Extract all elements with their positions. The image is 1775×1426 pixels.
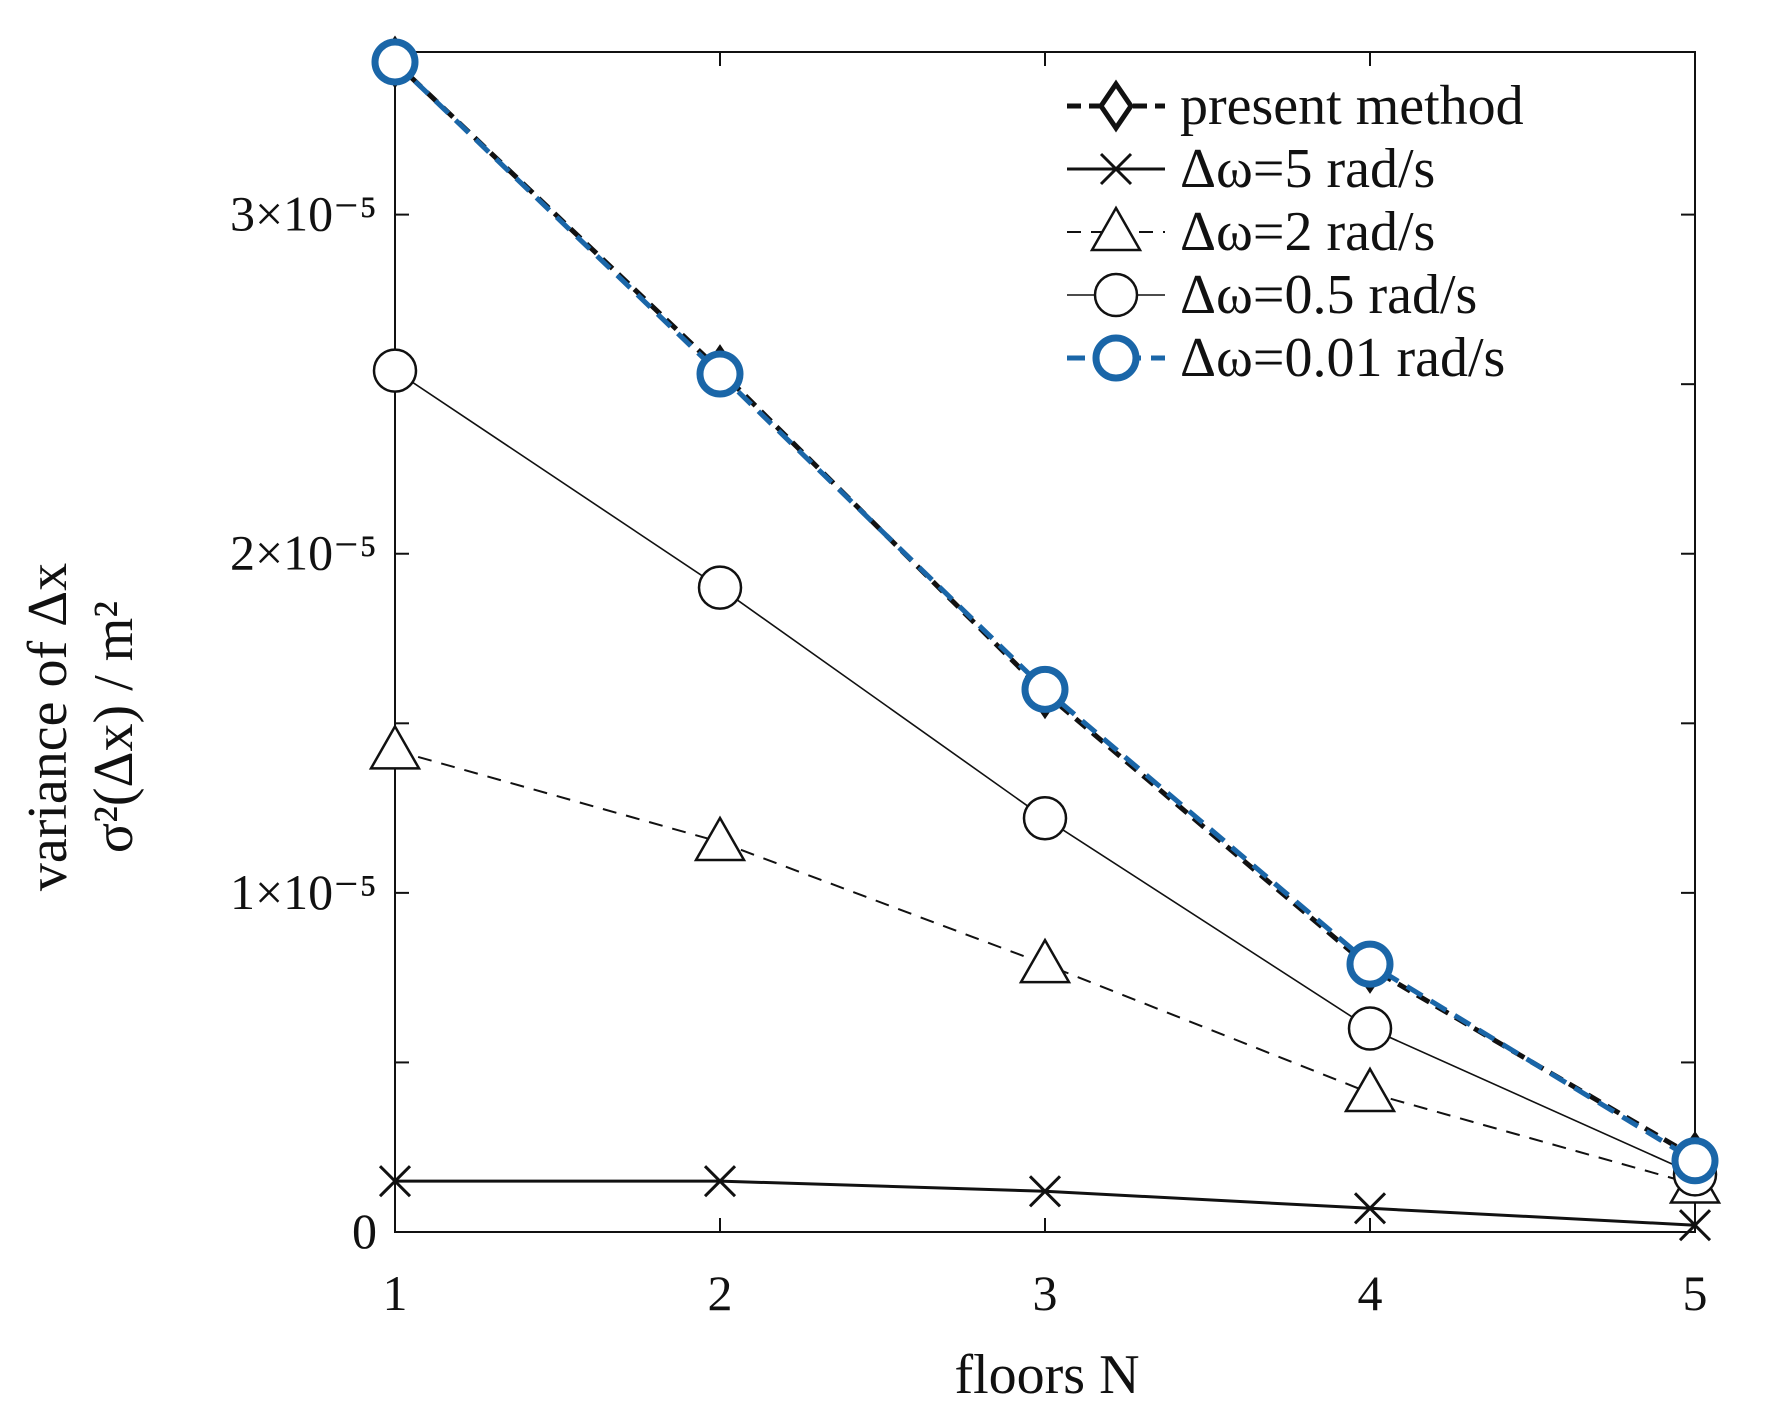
y-axis-label-line1: variance of Δx xyxy=(17,563,79,891)
y-tick-label: 0 xyxy=(352,1203,377,1259)
data-point xyxy=(1018,937,1072,984)
legend-entry: Δω=0.01 rad/s xyxy=(1067,327,1505,389)
data-point xyxy=(696,350,744,398)
series-layer xyxy=(368,35,1722,1242)
x-marker-stroke xyxy=(378,1165,412,1198)
y-axis-label: variance of Δx σ²(Δx) / m² xyxy=(17,563,145,891)
legend-entry: present method xyxy=(1067,75,1524,137)
legend-swatch-marker xyxy=(1092,334,1140,382)
legend-label: present method xyxy=(1180,75,1524,137)
x-marker-stroke xyxy=(1678,1209,1712,1242)
x-axis-label: floors N xyxy=(954,1344,1139,1406)
data-point xyxy=(1347,1006,1393,1051)
data-point xyxy=(1022,796,1068,841)
data-point xyxy=(1028,1175,1062,1208)
series-line xyxy=(394,369,1696,1176)
x-axis-label-text: floors N xyxy=(954,1344,1139,1406)
data-point xyxy=(697,565,743,610)
x-tick-label: 1 xyxy=(383,1265,408,1321)
data-point xyxy=(1678,1209,1712,1242)
data-point xyxy=(703,1165,737,1198)
data-point xyxy=(1021,665,1069,713)
data-point xyxy=(1343,1066,1397,1113)
x-tick-label: 5 xyxy=(1683,1265,1708,1321)
legend-swatch-marker xyxy=(1097,79,1135,133)
y-tick-label: 1×10⁻⁵ xyxy=(230,864,377,920)
data-point xyxy=(371,38,419,86)
data-point xyxy=(368,723,422,770)
data-point xyxy=(1353,1192,1387,1225)
series-line xyxy=(393,60,1697,1160)
data-point xyxy=(372,348,418,393)
series-line xyxy=(393,60,1697,1163)
legend-entry: Δω=5 rad/s xyxy=(1067,138,1435,200)
x-tick-label: 3 xyxy=(1033,1265,1058,1321)
series-circle-blue xyxy=(371,38,1719,1185)
x-marker-stroke xyxy=(1028,1175,1062,1208)
data-point xyxy=(378,1165,412,1198)
x-tick-label: 2 xyxy=(708,1265,733,1321)
legend-swatch-marker xyxy=(1099,152,1133,186)
legend-entry: Δω=0.5 rad/s xyxy=(1067,264,1477,326)
series-diamond xyxy=(376,35,1714,1184)
x-marker-stroke xyxy=(1099,152,1133,186)
legend-label: Δω=0.01 rad/s xyxy=(1180,327,1505,389)
y-tick-label: 2×10⁻⁵ xyxy=(230,525,377,581)
legend-entry: Δω=2 rad/s xyxy=(1067,201,1435,263)
legend-label: Δω=2 rad/s xyxy=(1180,201,1435,263)
plot-border xyxy=(394,51,1696,1233)
y-axis-label-line2: σ²(Δx) / m² xyxy=(83,601,145,853)
y-tick-label: 3×10⁻⁵ xyxy=(230,186,377,242)
legend-swatch-marker xyxy=(1093,272,1139,318)
x-tick-label: 4 xyxy=(1358,1265,1383,1321)
legend-label: Δω=0.5 rad/s xyxy=(1180,264,1477,326)
plot-frame xyxy=(394,51,1696,1233)
data-point xyxy=(693,815,747,862)
data-point xyxy=(1671,1137,1719,1185)
axis-ticks: 1 2 3 4 5 0 1×10⁻⁵ 2×10⁻⁵ 3×10⁻⁵ xyxy=(230,52,1708,1321)
x-marker-stroke xyxy=(1353,1192,1387,1225)
legend-label: Δω=5 rad/s xyxy=(1180,138,1435,200)
data-point xyxy=(1346,940,1394,988)
series-x xyxy=(378,1165,1712,1242)
x-marker-stroke xyxy=(703,1165,737,1198)
legend-swatch-marker xyxy=(1089,205,1143,252)
series-circle xyxy=(372,348,1718,1197)
